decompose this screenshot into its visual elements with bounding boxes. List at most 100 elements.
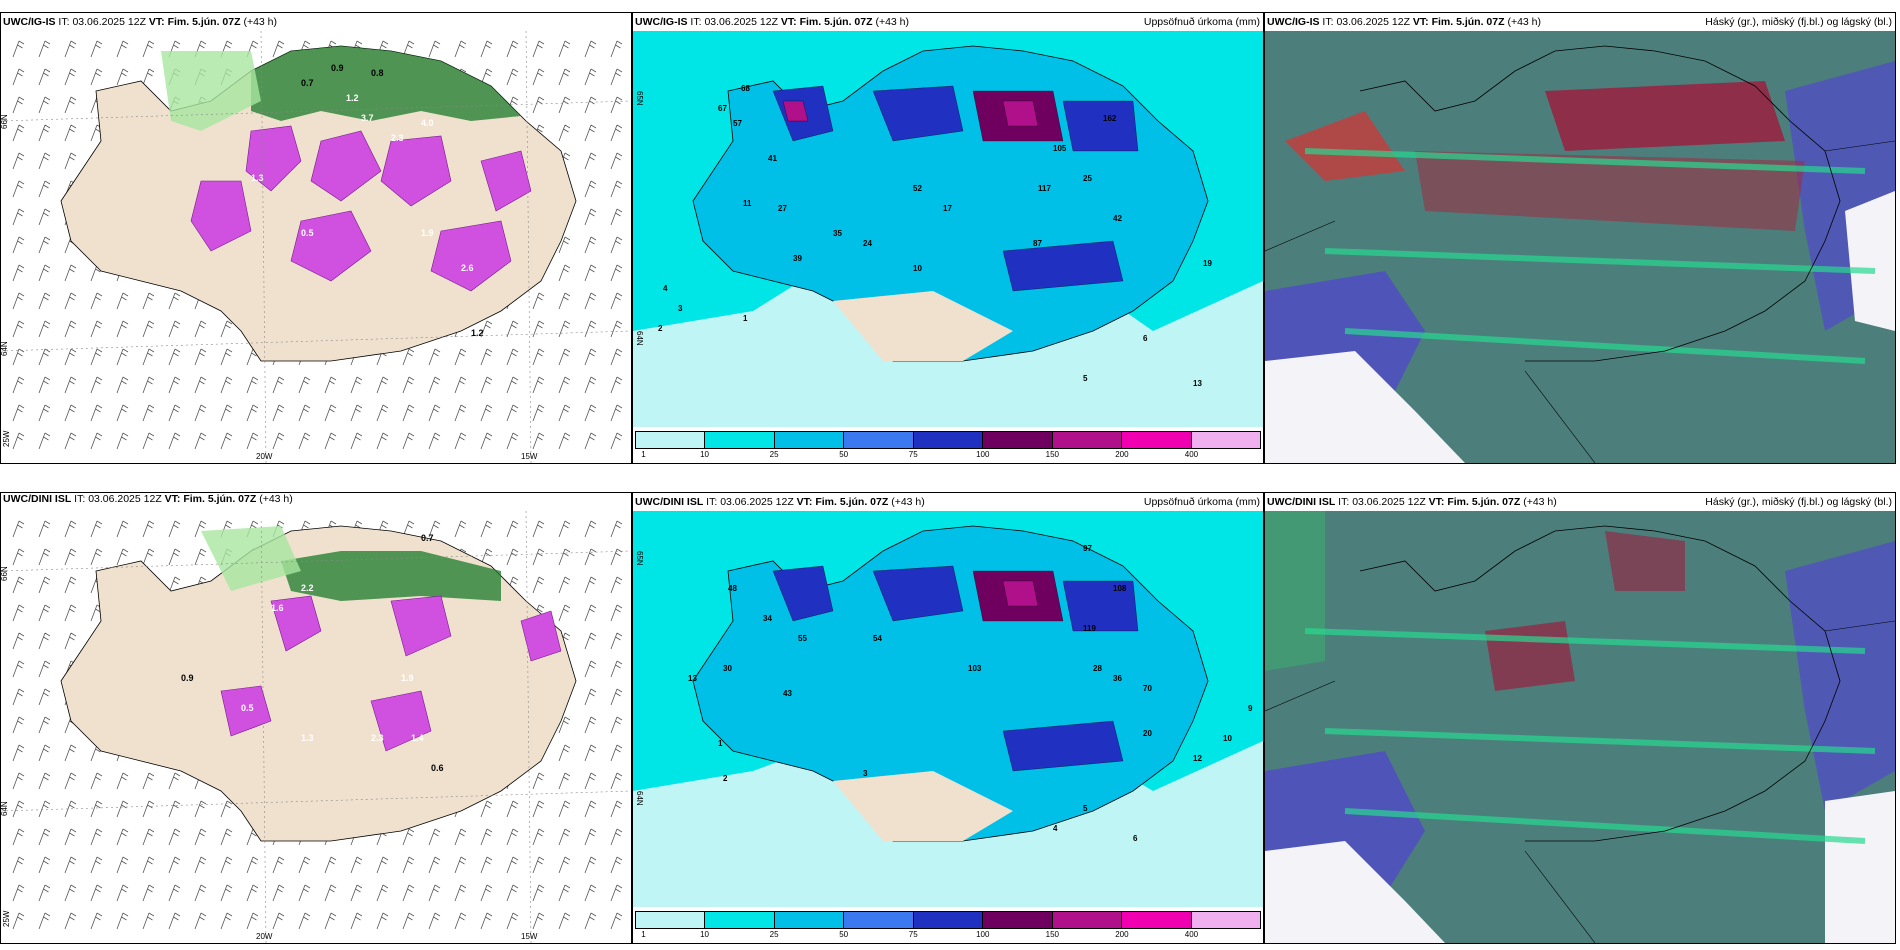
wind-barb [584,744,597,762]
svg-text:87: 87 [1033,239,1042,248]
wind-barb [168,856,181,874]
wind-barb [584,404,597,422]
wind-barb [610,208,623,226]
wind-barb [272,912,285,930]
wind-barb [428,912,441,930]
panel-header: UWC/DINI ISL IT: 03.06.2025 12Z VT: Fim.… [1,493,303,519]
wind-barb [532,432,545,450]
wind-barb [12,180,25,198]
wind-barb [558,828,571,846]
wind-barb [64,856,77,874]
panel-precip-igis: UWC/IG-IS IT: 03.06.2025 12Z VT: Fim. 5.… [632,12,1264,464]
svg-text:1.3: 1.3 [251,173,264,183]
panel-snow-igis: UWC/IG-IS IT: 03.06.2025 12Z VT: Fim. 5.… [0,12,632,464]
wind-barb [142,320,155,338]
legend-swatch [913,432,984,448]
wind-barb [376,404,389,422]
wind-barb [12,912,25,930]
wind-barb [610,236,623,254]
wind-barb [116,912,129,930]
wind-barb [90,800,103,818]
wind-barb [38,180,51,198]
wind-barb [90,376,103,394]
wind-barb [506,404,519,422]
lat-label: 66N [1,114,9,129]
svg-text:30: 30 [723,664,732,673]
wind-barb [12,68,25,86]
legend-swatch [705,432,775,448]
wind-barb [116,520,129,538]
wind-barb [194,404,207,422]
wind-barb [142,404,155,422]
wind-barb [12,292,25,310]
wind-barb [90,40,103,58]
wind-barb [38,68,51,86]
wind-barb [116,404,129,422]
wind-barb [376,912,389,930]
wind-barb [532,576,545,594]
wind-barb [324,884,337,902]
svg-text:67: 67 [718,104,727,113]
wind-barb [12,320,25,338]
wind-barb [506,548,519,566]
wind-barb [220,856,233,874]
wind-barb [584,604,597,622]
svg-text:108: 108 [1113,584,1127,593]
wind-barb [558,772,571,790]
svg-text:10: 10 [1223,734,1232,743]
wind-barb [558,520,571,538]
wind-barb [116,800,129,818]
model-name: UWC/IG-IS [3,16,56,28]
wind-barb [38,912,51,930]
wind-barb [506,856,519,874]
wind-barb [38,716,51,734]
wind-barb [116,320,129,338]
wind-barb [584,576,597,594]
wind-barb [168,404,181,422]
legend-tick: 1 [641,450,646,459]
svg-text:34: 34 [763,614,772,623]
wind-barb [64,404,77,422]
wind-barb [454,520,467,538]
svg-text:3: 3 [863,769,868,778]
wind-barb [12,744,25,762]
wind-barb [584,236,597,254]
wind-barb [12,688,25,706]
svg-text:10: 10 [913,264,922,273]
wind-barb [38,264,51,282]
wind-barb [38,292,51,310]
panel-title: Uppsöfnuð úrkoma (mm) [1143,16,1260,28]
wind-barb [194,432,207,450]
wind-barb [38,520,51,538]
wind-barb [428,856,441,874]
svg-text:17: 17 [943,204,952,213]
wind-barb [168,432,181,450]
wind-barb [142,376,155,394]
wind-barb [480,828,493,846]
svg-text:0.9: 0.9 [181,673,194,683]
wind-barb [610,716,623,734]
wind-barb [558,800,571,818]
lon-label: 15W [521,452,538,461]
wind-barb [584,772,597,790]
wind-barb [402,884,415,902]
wind-barb [194,856,207,874]
wind-barb [350,884,363,902]
wind-barb [194,828,207,846]
wind-barb [584,96,597,114]
wind-barb [38,828,51,846]
wind-barb [298,376,311,394]
wind-barb [246,912,259,930]
wind-barb [584,688,597,706]
wind-barb [90,432,103,450]
wind-barb [38,152,51,170]
svg-text:2.6: 2.6 [461,263,474,273]
wind-barb [38,320,51,338]
wind-barb [38,576,51,594]
wind-barb [402,856,415,874]
wind-barb [64,292,77,310]
wind-barb [428,432,441,450]
wind-barb [610,376,623,394]
wind-barb [454,40,467,58]
legend-tick: 25 [769,450,779,459]
